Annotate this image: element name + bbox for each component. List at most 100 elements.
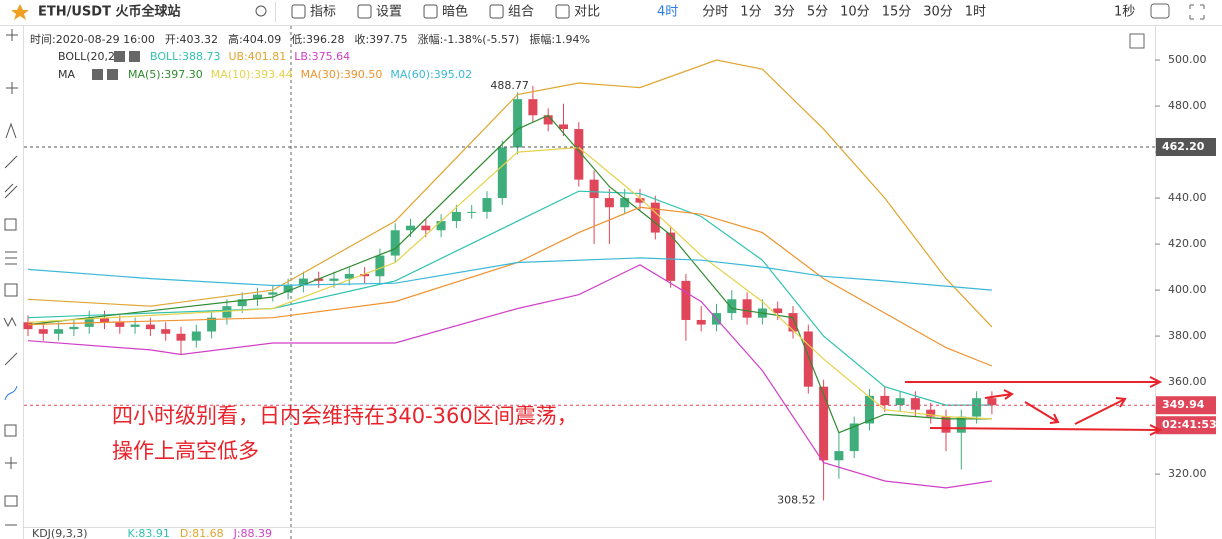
symbol[interactable]: ETH/USDT 火币全球站 — [38, 4, 180, 20]
annotation: 操作上高空低多 — [112, 439, 259, 463]
candle-body — [742, 299, 752, 318]
indicator-line — [27, 146, 992, 420]
candle-body — [910, 398, 920, 410]
candle-body — [497, 147, 507, 199]
y-tick-label: 360.00 — [1168, 375, 1207, 388]
arrow — [905, 376, 1163, 388]
tool-icon[interactable] — [4, 218, 17, 231]
candle-body — [834, 451, 844, 461]
interval[interactable]: 4时 — [657, 5, 678, 20]
button-icon[interactable] — [423, 4, 438, 19]
candle-body — [513, 99, 523, 148]
candle-body — [344, 273, 354, 279]
candle-body — [849, 423, 859, 452]
kdj-entry: K:83.91 — [128, 527, 170, 539]
camera-icon[interactable] — [1150, 3, 1170, 19]
tool-icon[interactable] — [4, 385, 18, 401]
speed[interactable]: 1秒 — [1114, 5, 1135, 20]
collapse-icon[interactable] — [1129, 33, 1145, 49]
tool-icon[interactable] — [3, 316, 17, 328]
candle-body — [788, 313, 798, 332]
candle-body — [650, 202, 660, 233]
tool-icon[interactable] — [5, 457, 17, 469]
y-tick-label: 420.00 — [1168, 237, 1207, 250]
tool-icon[interactable] — [4, 283, 18, 297]
tool-icon[interactable] — [6, 82, 18, 94]
candle-body — [406, 225, 415, 231]
candle-body — [620, 198, 630, 208]
fullscreen-icon[interactable] — [1189, 4, 1205, 20]
price-tag-label: 349.94 — [1162, 398, 1205, 411]
interval[interactable]: 1时 — [965, 5, 986, 20]
countdown: 02:41:53 — [1162, 418, 1217, 431]
arrow — [929, 424, 1163, 436]
toolbar-button[interactable]: 设置 — [376, 5, 402, 20]
star-icon[interactable] — [11, 4, 29, 20]
legend-icon[interactable] — [129, 51, 140, 62]
button-icon[interactable] — [489, 4, 504, 19]
info-item: 低:396.28 — [291, 33, 344, 46]
toolbar-button[interactable]: 指标 — [310, 5, 336, 20]
max-label: 488.77 — [490, 79, 529, 92]
tool-icon[interactable] — [4, 495, 18, 507]
candle-body — [390, 230, 400, 256]
candle-body — [360, 273, 370, 277]
toolbar-button[interactable]: 对比 — [574, 5, 600, 20]
kdj-legend: KDJ(9,3,3) K:83.91 D:81.68 J:88.39 — [32, 527, 272, 539]
candle-body — [268, 292, 278, 295]
y-tick-label: 440.00 — [1168, 191, 1207, 204]
legend-entry: MA(30):390.50 — [301, 68, 383, 81]
candle-body — [237, 299, 247, 307]
candle-body — [987, 398, 997, 406]
interval[interactable]: 3分 — [774, 5, 795, 20]
tool-icon[interactable] — [4, 183, 18, 199]
candle-body — [666, 232, 676, 281]
candle-body — [283, 285, 293, 293]
search-icon[interactable] — [255, 5, 267, 17]
candle-body — [467, 211, 477, 213]
candle-body — [681, 280, 691, 320]
interval[interactable]: 1分 — [740, 5, 761, 20]
button-icon[interactable] — [555, 4, 570, 19]
toolbar-button[interactable]: 组合 — [508, 5, 534, 20]
interval[interactable]: 10分 — [840, 5, 870, 20]
candle-body — [69, 326, 79, 330]
button-icon[interactable] — [357, 4, 372, 19]
candle-body — [191, 331, 201, 341]
info-bar: 时间:2020-08-29 16:00 开:403.32 高:404.09 低:396… — [30, 32, 590, 46]
legend-icon[interactable] — [92, 69, 103, 80]
candle-body — [176, 333, 186, 341]
annotation: 四小时级别看，日内会维持在340-360区间震荡， — [112, 404, 578, 428]
legend-entry: LB:375.64 — [294, 50, 350, 63]
candle-body — [865, 395, 874, 424]
indicator-line — [27, 264, 992, 489]
interval[interactable]: 30分 — [923, 5, 953, 20]
legend-icon[interactable] — [107, 69, 118, 80]
candle-body — [375, 255, 385, 277]
price-tag — [1156, 396, 1216, 415]
tool-icon[interactable] — [5, 251, 17, 265]
interval[interactable]: 5分 — [807, 5, 828, 20]
plot: 320.00360.00380.00400.00420.00440.00460.… — [23, 26, 1217, 539]
tool-icon[interactable] — [4, 424, 17, 437]
info-item: 振幅:1.94% — [529, 32, 590, 46]
interval[interactable]: 15分 — [882, 5, 912, 20]
tool-icon[interactable] — [4, 352, 18, 366]
legend-icon[interactable] — [114, 51, 125, 62]
tool-icon[interactable] — [6, 29, 18, 41]
legend-entry: UB:401.81 — [228, 50, 286, 63]
candle-body — [421, 225, 431, 231]
candle-body — [941, 416, 951, 433]
toolbar-button[interactable]: 暗色 — [442, 4, 468, 20]
tool-icon[interactable] — [4, 155, 18, 169]
candle-body — [54, 329, 64, 334]
button-icon[interactable] — [291, 4, 306, 19]
candle-body — [100, 317, 109, 323]
candle-body — [543, 115, 553, 125]
tool-icon[interactable] — [5, 122, 17, 139]
interval[interactable]: 分时 — [702, 5, 728, 20]
info-item: 涨幅:-1.38%(-5.57) — [418, 33, 520, 46]
indicator-line — [27, 114, 992, 434]
